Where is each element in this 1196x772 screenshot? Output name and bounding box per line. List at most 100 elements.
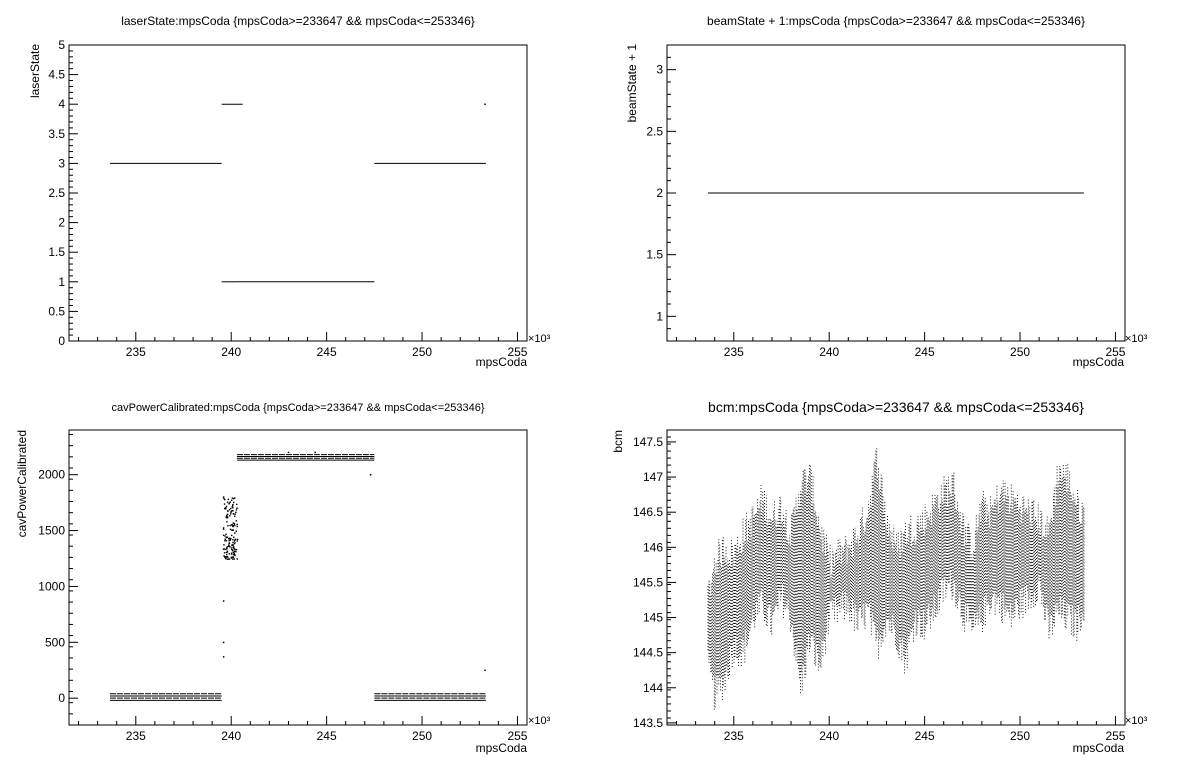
data-point: [232, 551, 235, 554]
data-point: [230, 553, 233, 555]
x-axis-label: mpsCoda: [476, 355, 528, 369]
data-point: [234, 548, 236, 550]
data-point: [230, 507, 232, 510]
y-tick-label: 3.5: [48, 127, 65, 141]
data-point: [223, 503, 226, 505]
data-point: [232, 538, 234, 541]
data-point: [224, 556, 226, 558]
data-point: [226, 547, 228, 549]
data-point: [232, 558, 234, 560]
data-point: [230, 557, 233, 559]
x-multiplier-label: ×10³: [1125, 333, 1148, 345]
data-point: [232, 504, 234, 507]
data-point: [222, 656, 225, 658]
data-point: [230, 547, 233, 549]
data-point: [228, 542, 231, 544]
data-point: [232, 510, 234, 512]
y-tick-label: 1: [58, 275, 65, 289]
data-point: [232, 546, 235, 549]
data-point: [226, 517, 228, 519]
beamstate-panel: beamState + 1:mpsCoda {mpsCoda>=233647 &…: [625, 14, 1148, 369]
data-point: [233, 501, 235, 504]
data-point: [233, 522, 236, 525]
y-tick-label: 1.5: [48, 245, 65, 259]
x-axis-label: mpsCoda: [476, 741, 528, 755]
y-tick-label: 146: [643, 540, 663, 554]
data-point: [225, 540, 228, 542]
y-tick-label: 4.5: [48, 68, 65, 82]
data-point: [236, 538, 239, 541]
data-point: [234, 550, 236, 553]
y-tick-label: 144.5: [633, 646, 663, 660]
x-tick-label: 235: [126, 345, 146, 359]
data-point: [234, 515, 236, 517]
data-point: [233, 536, 235, 538]
data-point: [233, 542, 236, 545]
data-point: [236, 523, 238, 526]
data-point: [228, 539, 230, 542]
data-point: [224, 557, 227, 559]
data-point: [233, 547, 235, 550]
data-point: [231, 497, 234, 499]
data-point: [231, 506, 233, 508]
x-tick-label: 255: [507, 729, 527, 743]
data-point: [225, 505, 228, 508]
data-point: [225, 556, 227, 558]
y-tick-label: 146.5: [633, 505, 663, 519]
x-axis-label: mpsCoda: [1073, 741, 1125, 755]
y-tick-label: 147: [643, 470, 663, 484]
data-point: [232, 553, 235, 556]
cavpower-panel: cavPowerCalibrated:mpsCoda {mpsCoda>=233…: [15, 402, 551, 755]
data-point: [231, 544, 233, 546]
data-point: [232, 549, 234, 552]
y-tick-label: 5: [58, 38, 65, 52]
y-tick-label: 1000: [38, 579, 65, 593]
data-point: [231, 529, 234, 532]
data-point: [235, 509, 238, 511]
data-point: [226, 501, 229, 503]
data-point: [234, 554, 236, 557]
x-axis-label: mpsCoda: [1073, 355, 1125, 369]
data-point: [222, 528, 225, 530]
data-point: [229, 539, 231, 541]
data-point: [235, 530, 237, 533]
data-point: [223, 544, 225, 546]
data-point: [235, 520, 238, 522]
data-point: [225, 515, 228, 517]
data-point: [224, 535, 226, 537]
data-point: [232, 541, 234, 544]
x-tick-label: 255: [507, 345, 527, 359]
data-point: [225, 506, 227, 509]
plot-frame: [68, 44, 528, 342]
x-tick-label: 240: [819, 345, 839, 359]
data-point: [232, 507, 234, 509]
data-point: [232, 556, 234, 558]
plot-frame: [68, 429, 528, 726]
data-point: [229, 524, 231, 527]
y-tick-label: 2.5: [646, 124, 663, 138]
data-point: [223, 552, 226, 554]
x-tick-label: 235: [724, 345, 744, 359]
data-point: [229, 501, 232, 503]
data-point: [222, 534, 225, 537]
x-tick-label: 250: [1010, 729, 1030, 743]
x-tick-label: 250: [412, 345, 432, 359]
data-point: [233, 552, 235, 555]
y-tick-label: 2: [656, 186, 663, 200]
data-point: [224, 548, 227, 551]
data-point: [223, 497, 225, 500]
data-point: [222, 600, 225, 602]
data-point: [232, 503, 234, 506]
data-point: [227, 545, 230, 548]
data-point: [232, 525, 234, 528]
data-point: [228, 537, 230, 540]
data-point: [235, 511, 237, 514]
y-axis-label: cavPowerCalibrated: [15, 430, 29, 537]
data-point: [484, 669, 486, 672]
data-point: [226, 521, 228, 523]
y-tick-label: 4: [58, 97, 65, 111]
data-point: [225, 533, 227, 535]
data-point: [234, 538, 237, 540]
y-tick-label: 1: [656, 309, 663, 323]
x-tick-label: 250: [412, 729, 432, 743]
